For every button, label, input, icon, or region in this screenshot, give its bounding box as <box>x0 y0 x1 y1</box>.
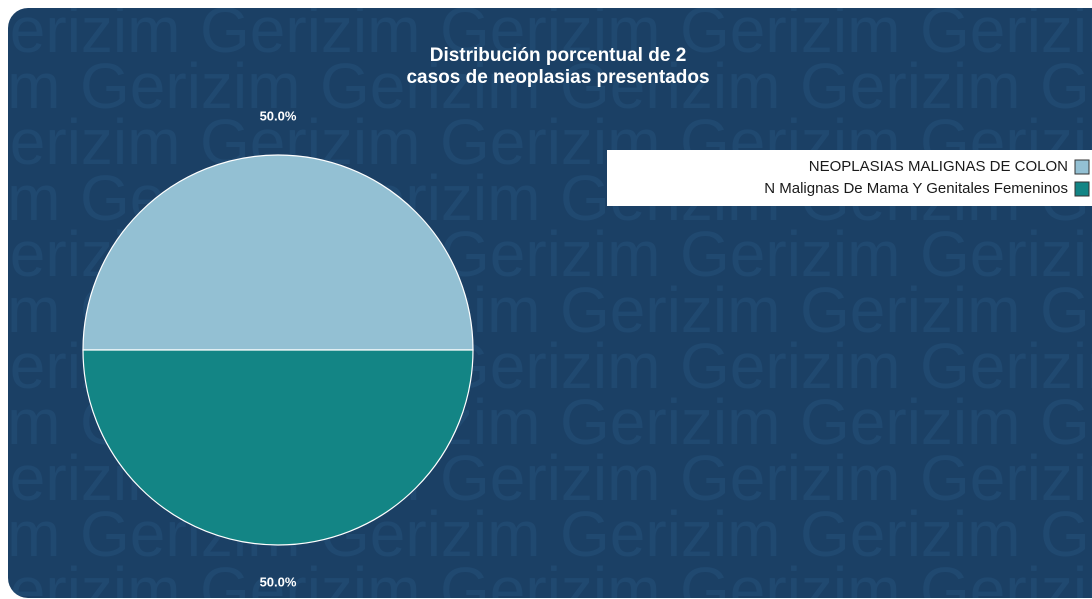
watermark-text: Gerizim <box>920 0 1092 66</box>
watermark-text: Gerizim <box>680 330 900 402</box>
chart-title: casos de neoplasias presentados <box>406 67 709 88</box>
data-label: 50.0% <box>260 574 297 589</box>
watermark-text: Gerizim <box>200 0 420 66</box>
watermark-text: Gerizim <box>0 0 180 66</box>
watermark-text: Gerizim <box>440 554 660 599</box>
data-label: 50.0% <box>260 108 297 123</box>
watermark-text: Gerizim <box>440 330 660 402</box>
watermark-text: Gerizim <box>800 386 1020 458</box>
watermark-text: Gerizim <box>0 162 60 234</box>
legend-swatch <box>1074 159 1090 175</box>
watermark-text: Gerizim <box>680 554 900 599</box>
watermark-text: Gerizim <box>920 218 1092 290</box>
watermark-text: Gerizim <box>560 50 780 122</box>
watermark-text: Gerizim <box>0 498 60 570</box>
watermark-text: Gerizim <box>920 554 1092 599</box>
watermark-text: Gerizim <box>320 50 540 122</box>
watermark-text: Gerizim <box>560 386 780 458</box>
watermark-text: Gerizim <box>680 218 900 290</box>
watermark-text: Gerizim <box>440 218 660 290</box>
watermark-text: Gerizim <box>680 442 900 514</box>
watermark-text: Gerizim <box>920 330 1092 402</box>
watermark-text: Gerizim <box>1040 498 1092 570</box>
watermark-text: Gerizim <box>800 274 1020 346</box>
watermark-text: Gerizim <box>0 386 60 458</box>
watermark-text: Gerizim <box>440 0 660 66</box>
watermark-text: Gerizim <box>200 554 420 599</box>
pie-slice <box>82 349 474 546</box>
watermark-text: Gerizim <box>0 50 60 122</box>
pie-slice <box>82 154 474 351</box>
legend-label: NEOPLASIAS MALIGNAS DE COLON <box>809 158 1068 175</box>
watermark-text: Gerizim <box>680 0 900 66</box>
watermark-text: Gerizim <box>1040 274 1092 346</box>
watermark-text: Gerizim <box>1040 386 1092 458</box>
watermark-text: Gerizim <box>800 50 1020 122</box>
watermark-text: Gerizim <box>560 498 780 570</box>
chart-title: Distribución porcentual de 2 <box>430 45 687 66</box>
watermark-text: Gerizim <box>1040 50 1092 122</box>
legend-swatch <box>1074 181 1090 197</box>
watermark-text: Gerizim <box>560 274 780 346</box>
watermark-text: Gerizim <box>0 554 180 599</box>
watermark-text: Gerizim <box>0 274 60 346</box>
legend-box <box>607 150 1092 206</box>
legend-label: N Malignas De Mama Y Genitales Femeninos <box>764 180 1068 197</box>
watermark-text: Gerizim <box>440 442 660 514</box>
watermark-text: Gerizim <box>0 106 180 178</box>
watermark-text: Gerizim <box>80 50 300 122</box>
watermark-text: Gerizim <box>920 442 1092 514</box>
watermark-text: Gerizim <box>800 498 1020 570</box>
